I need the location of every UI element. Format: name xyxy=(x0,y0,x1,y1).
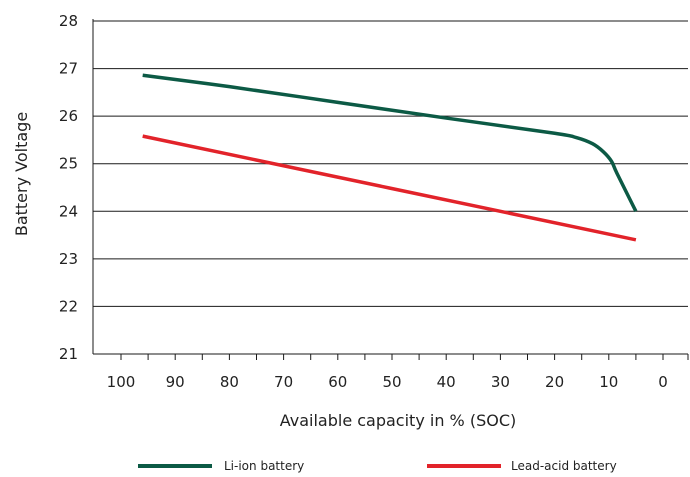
legend: Li-ion battery Lead-acid battery xyxy=(138,459,617,473)
x-tick-label: 80 xyxy=(220,373,239,391)
legend-label-li-ion: Li-ion battery xyxy=(224,459,304,473)
x-tick-label: 40 xyxy=(437,373,456,391)
axes xyxy=(92,19,689,360)
series-line-li-ion xyxy=(142,73,638,213)
y-tick-label: 26 xyxy=(59,107,78,125)
legend-label-lead-acid: Lead-acid battery xyxy=(511,459,617,473)
x-tick-label: 70 xyxy=(274,373,293,391)
x-tick-label: 0 xyxy=(658,373,668,391)
grid xyxy=(93,20,688,307)
x-tick-label: 10 xyxy=(599,373,618,391)
x-tick-label: 100 xyxy=(107,373,136,391)
x-tick-label: 20 xyxy=(545,373,564,391)
x-tick-label: 30 xyxy=(491,373,510,391)
x-tick-label: 60 xyxy=(328,373,347,391)
y-axis-title: Battery Voltage xyxy=(12,112,31,236)
y-tick-label: 24 xyxy=(59,202,78,220)
series-layer xyxy=(142,73,638,242)
series-line-lead-acid xyxy=(142,134,637,242)
y-tick-label: 23 xyxy=(59,250,78,268)
y-tick-label: 22 xyxy=(59,297,78,315)
x-tick-label: 50 xyxy=(382,373,401,391)
y-tick-label: 25 xyxy=(59,155,78,173)
y-tick-label: 27 xyxy=(59,60,78,78)
x-axis-title: Available capacity in % (SOC) xyxy=(280,411,517,430)
y-tick-label: 28 xyxy=(59,12,78,30)
x-tick-label: 90 xyxy=(166,373,185,391)
y-tick-label: 21 xyxy=(59,345,78,363)
